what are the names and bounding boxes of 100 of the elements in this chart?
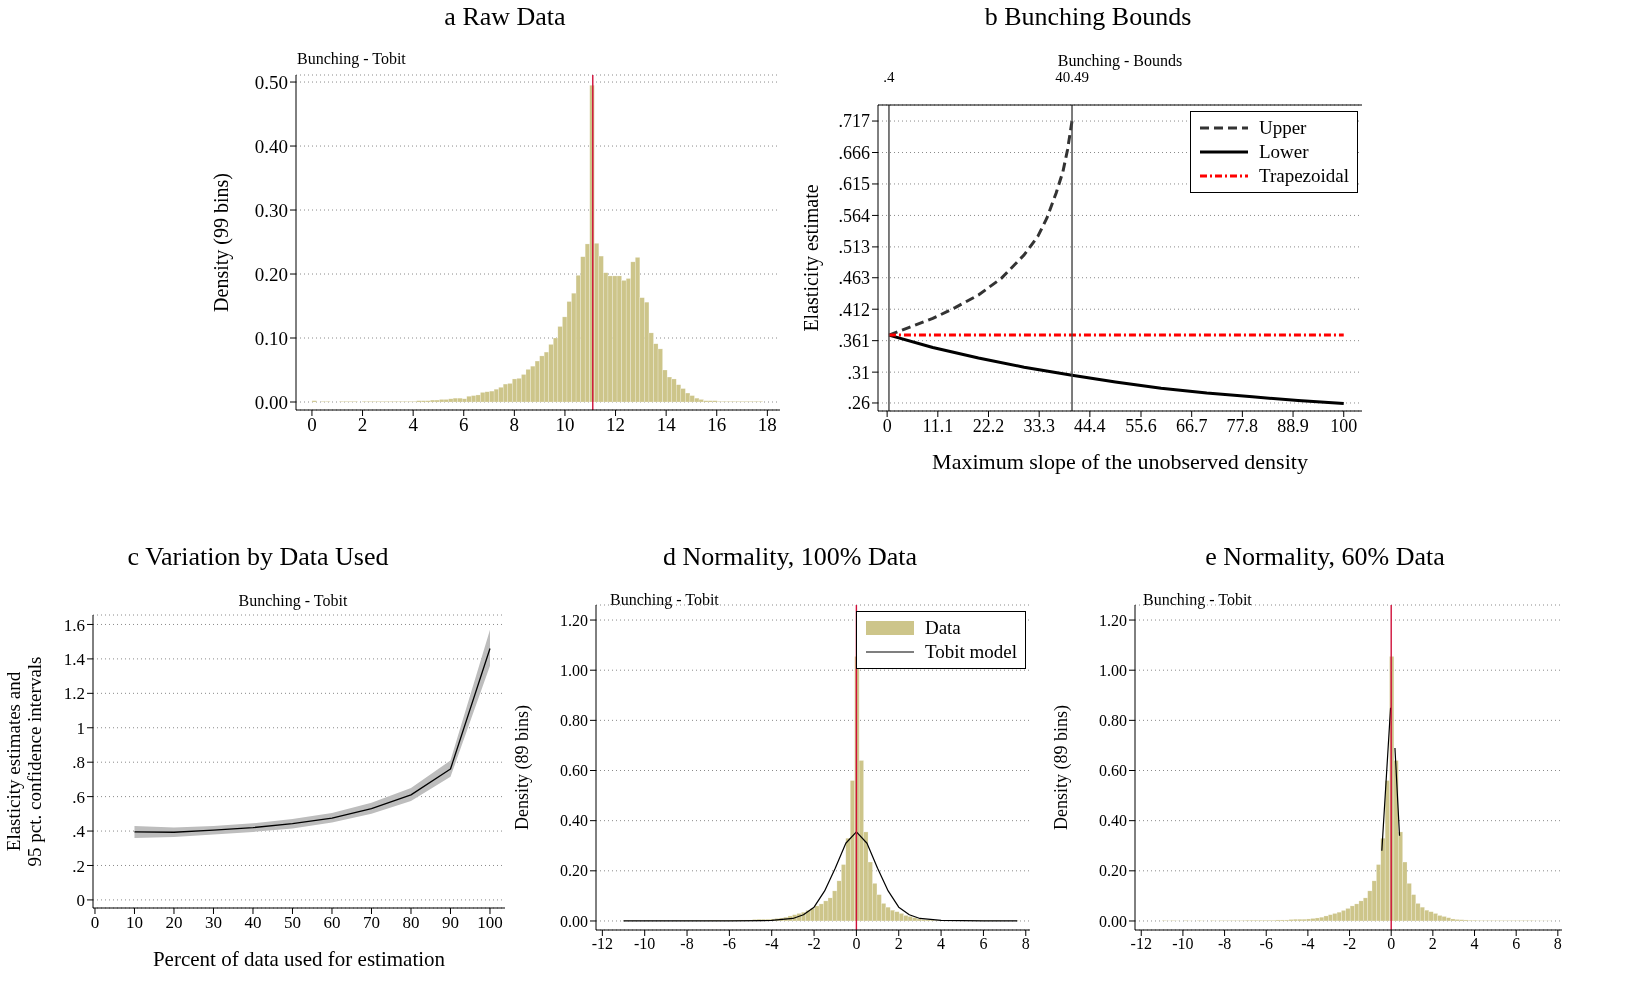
y-axis-title: Elasticity estimates and 95 pct. confidence intervals xyxy=(3,656,45,867)
y-axis-title: Density (89 bins) xyxy=(512,705,533,830)
y-tick-label: 0.60 xyxy=(1099,762,1127,780)
y-tick-label: .717 xyxy=(838,111,870,132)
chart-subtitle: Bunching - Tobit xyxy=(610,591,719,609)
y-tick-label: .26 xyxy=(847,393,870,414)
x-tick-label: 4 xyxy=(937,935,946,953)
x-tick-label: 2 xyxy=(1428,935,1437,953)
x-tick-label: 88.9 xyxy=(1277,415,1309,436)
x-tick-label: -2 xyxy=(807,935,821,953)
x-tick-label: 16 xyxy=(707,414,727,436)
y-tick-label: 0.10 xyxy=(254,327,288,349)
x-tick-label: -6 xyxy=(722,935,737,953)
x-tick-label: -10 xyxy=(1172,935,1194,953)
y-tick-label: 0.00 xyxy=(254,391,288,413)
x-tick-label: 14 xyxy=(656,414,677,436)
chart-subtitle: Bunching - Tobit xyxy=(238,592,348,610)
x-tick-label: 22.2 xyxy=(972,415,1005,436)
y-tick-label: 0.80 xyxy=(1099,712,1127,730)
y-tick-label: 0.50 xyxy=(254,71,288,93)
y-tick-label: 0.80 xyxy=(560,712,588,730)
x-tick-label: 40 xyxy=(244,913,262,933)
x-tick-label: -6 xyxy=(1259,935,1273,953)
x-tick-label: 6 xyxy=(979,935,988,953)
y-tick-label: .463 xyxy=(838,268,870,289)
y-axis-title: Density (89 bins) xyxy=(1051,705,1072,830)
x-tick-label: 80 xyxy=(402,913,420,933)
y-tick-label: .361 xyxy=(838,331,870,352)
y-axis-title: Density (99 bins) xyxy=(210,173,233,312)
x2-tick-label: .4 xyxy=(883,69,895,86)
y-tick-label: 1.4 xyxy=(63,649,86,669)
x-tick-label: -8 xyxy=(680,935,694,953)
x-tick-label: 11.1 xyxy=(922,415,954,436)
x-tick-label: 100 xyxy=(477,913,503,933)
x-tick-label: 100 xyxy=(1330,415,1358,436)
x-tick-label: -2 xyxy=(1342,935,1357,953)
x-tick-label: -12 xyxy=(591,935,614,953)
y-tick-label: .513 xyxy=(838,237,870,258)
x-tick-label: 60 xyxy=(323,913,341,933)
chart-title: e Normality, 60% Data xyxy=(1205,542,1445,572)
y-tick-label: 0.00 xyxy=(1099,912,1127,930)
y-tick-label: 0.20 xyxy=(1099,862,1127,880)
y-tick-label: .615 xyxy=(838,174,870,195)
x-tick-label: 8 xyxy=(509,414,520,436)
y-tick-label: 1.00 xyxy=(560,661,588,679)
x-tick-label: 90 xyxy=(441,913,459,933)
chart-subtitle: Bunching - Tobit xyxy=(297,50,406,68)
x-axis-title: Percent of data used for estimation xyxy=(152,947,446,971)
y-tick-label: 0.60 xyxy=(560,762,588,780)
x-tick-label: 50 xyxy=(283,913,301,933)
x-tick-label: 8 xyxy=(1021,935,1030,953)
legend-label: Lower xyxy=(1258,140,1309,164)
y-tick-label: .6 xyxy=(72,787,85,807)
x-tick-label: 10 xyxy=(555,414,575,436)
x-axis-title: Maximum slope of the unobserved density xyxy=(932,449,1308,474)
y-tick-label: .564 xyxy=(838,205,870,226)
x-tick-label: 6 xyxy=(458,414,469,436)
legend-label: Tobit model xyxy=(924,640,1017,664)
y-tick-label: .8 xyxy=(72,753,85,773)
chart-subtitle: Bunching - Bounds xyxy=(1057,52,1183,70)
chart-title: d Normality, 100% Data xyxy=(663,542,917,572)
y-tick-label: 0.20 xyxy=(560,862,588,880)
x-tick-label: 4 xyxy=(1470,935,1479,953)
y-tick-label: .31 xyxy=(847,362,870,383)
y-tick-label: 1 xyxy=(76,718,85,738)
y-tick-label: 0.40 xyxy=(1099,812,1127,830)
chart-title: a Raw Data xyxy=(444,2,566,32)
y-tick-label: .412 xyxy=(838,299,870,320)
legend-label: Data xyxy=(924,616,961,640)
chart-subtitle: Bunching - Tobit xyxy=(1143,591,1252,609)
chart-title: c Variation by Data Used xyxy=(127,542,389,572)
y-tick-label: 1.20 xyxy=(1099,611,1127,629)
x-tick-label: 44.4 xyxy=(1074,415,1106,436)
x2-tick-label: 40.49 xyxy=(1055,69,1089,86)
chart-title: b Bunching Bounds xyxy=(984,2,1192,32)
y-tick-label: .2 xyxy=(72,856,85,876)
y-tick-label: 1.00 xyxy=(1099,661,1127,679)
y-tick-label: 1.6 xyxy=(63,615,85,635)
x-tick-label: -4 xyxy=(1301,935,1315,953)
x-tick-label: 0 xyxy=(882,415,892,436)
x-tick-label: -4 xyxy=(765,935,779,953)
y-tick-label: .4 xyxy=(72,822,86,842)
x-tick-label: 12 xyxy=(606,414,626,436)
y-tick-label: 0.40 xyxy=(254,135,288,157)
x-tick-label: 30 xyxy=(204,913,222,933)
y-tick-label: 1.2 xyxy=(63,684,85,704)
y-tick-label: 0.00 xyxy=(560,912,588,930)
x-tick-label: -12 xyxy=(1130,935,1152,953)
x-tick-label: 10 xyxy=(125,913,143,933)
x-tick-label: 0 xyxy=(90,913,100,933)
legend-label: Trapezoidal xyxy=(1258,164,1349,188)
x-tick-label: 20 xyxy=(165,913,183,933)
x-tick-label: 6 xyxy=(1512,935,1521,953)
x-tick-label: 0 xyxy=(1387,935,1396,953)
legend-label: Upper xyxy=(1258,116,1307,140)
y-tick-label: .666 xyxy=(838,142,870,163)
x-tick-label: 66.7 xyxy=(1175,415,1208,436)
x-tick-label: 4 xyxy=(408,414,419,436)
x-tick-label: 0 xyxy=(307,414,317,436)
x-tick-label: -8 xyxy=(1217,935,1232,953)
